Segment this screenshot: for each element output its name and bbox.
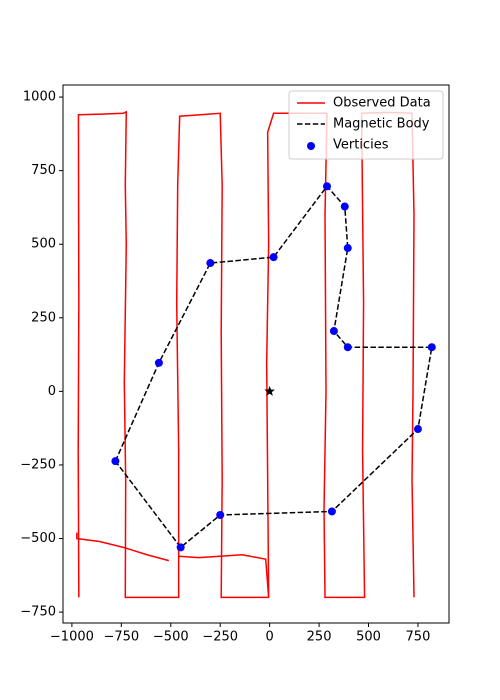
- series-line: [76, 110, 415, 599]
- axes-frame: [62, 84, 450, 624]
- vertex-point: [413, 425, 422, 434]
- x-tick-label: 500: [356, 630, 381, 645]
- x-tick-label: −750: [103, 630, 139, 645]
- y-tick-label: −500: [20, 531, 56, 546]
- y-tick-label: 250: [31, 310, 56, 325]
- vertex-point: [343, 244, 352, 253]
- vertex-point: [216, 510, 225, 519]
- legend-label: Verticies: [333, 138, 389, 153]
- x-tick-label: −250: [202, 630, 238, 645]
- y-tick-label: 500: [31, 237, 56, 252]
- vertex-point: [111, 457, 120, 466]
- legend-label: Observed Data: [333, 96, 431, 111]
- vertex-point: [154, 358, 163, 367]
- y-tick-label: −750: [20, 605, 56, 620]
- x-tick-label: −500: [153, 630, 189, 645]
- x-tick-label: 750: [406, 630, 431, 645]
- vertex-point: [176, 543, 185, 552]
- x-tick-label: 0: [266, 630, 274, 645]
- y-tick-label: −250: [20, 457, 56, 472]
- vertex-point: [427, 343, 436, 352]
- vertex-point: [206, 259, 215, 268]
- star-marker: [264, 385, 275, 396]
- y-tick-label: 0: [48, 384, 56, 399]
- legend-label: Magnetic Body: [333, 117, 430, 132]
- vertex-point: [340, 202, 349, 211]
- vertex-point: [322, 182, 331, 191]
- vertex-point: [343, 343, 352, 352]
- vertex-point: [329, 327, 338, 336]
- x-tick-label: −1000: [50, 630, 94, 645]
- vertex-point: [269, 253, 278, 262]
- x-tick-label: 250: [307, 630, 332, 645]
- legend-swatch: [307, 142, 315, 150]
- y-tick-label: 750: [31, 163, 56, 178]
- y-tick-label: 1000: [23, 90, 56, 105]
- legend-box: [288, 90, 444, 160]
- vertex-point: [327, 507, 336, 516]
- legend: Observed Data Magnetic Body Verticies: [288, 90, 444, 160]
- series-line: [114, 185, 433, 549]
- plot-area: [76, 110, 436, 599]
